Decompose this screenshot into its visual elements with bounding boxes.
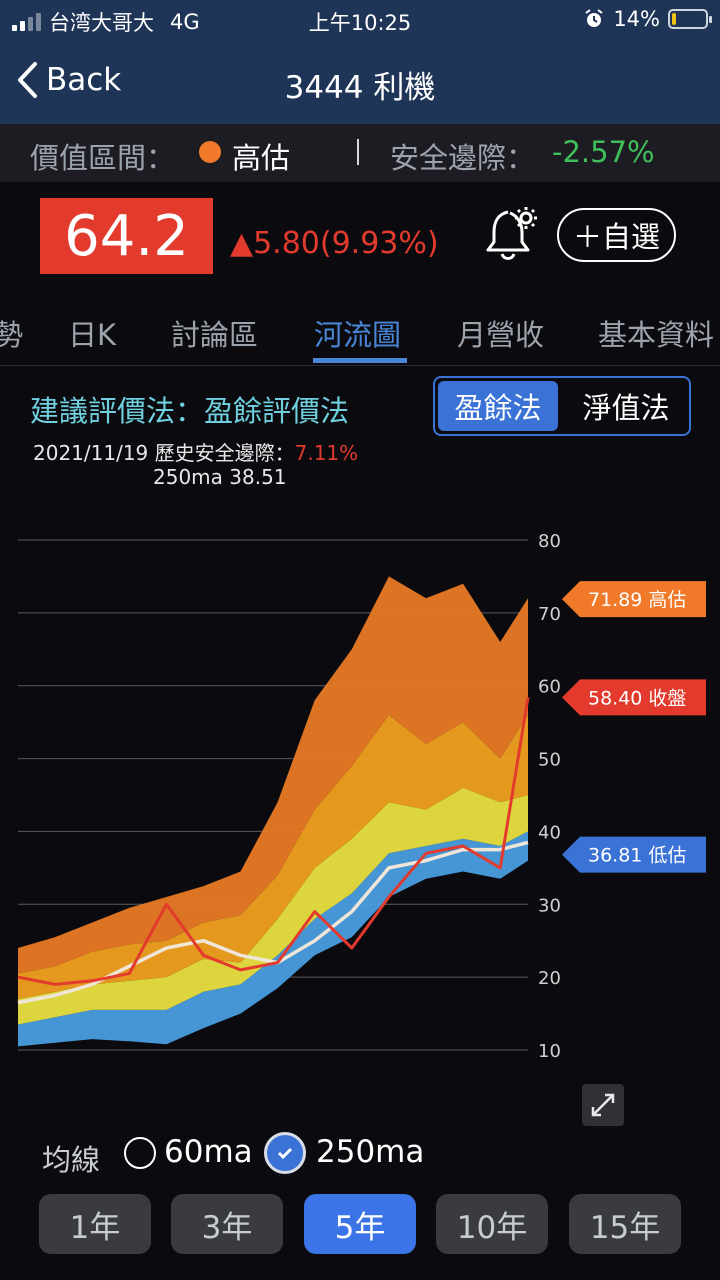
info-line: 2021/11/19 歷史安全邊際：7.11% [33,437,358,466]
tab-monthly-revenue[interactable]: 月營收 [457,318,545,352]
marker-label: 58.40 收盤 [588,687,686,709]
ma250-radio[interactable] [264,1132,306,1174]
tab-bar: 勢 日K 討論區 河流圖 月營收 基本資料 [0,294,720,366]
range-value: 高估 [232,141,291,175]
check-icon [277,1147,293,1160]
carrier-label: 台湾大哥大 [49,11,154,35]
price-change: ▲5.80(9.93%) [230,226,439,261]
ma60-radio[interactable] [124,1137,156,1169]
watch-label: ＋自選 [572,220,660,254]
price-line [17,697,530,986]
ma-label: 均線 [42,1143,101,1177]
battery-icon [668,9,712,29]
river-band [18,714,528,999]
marker-label: 71.89 高估 [588,589,686,611]
method-toggle: 盈餘法 淨值法 [433,376,691,436]
marker-label: 36.81 低估 [588,845,686,867]
info-margin-value: 7.11% [294,441,359,465]
margin-label: 安全邊際： [390,141,536,175]
nav-bar: Back 3444 利機 [0,40,720,124]
period-5y-button[interactable]: 5年 [304,1194,416,1254]
price-value: 64.2 [64,203,189,269]
tab-underline [313,358,407,363]
expand-icon [591,1093,615,1117]
method-title: 建議評價法：盈餘評價法 [30,394,350,428]
undervalued-marker [562,836,706,873]
network-label: 4G [170,10,200,34]
y-tick-label: 30 [538,895,561,916]
river-band [18,787,528,1025]
price-badge: 64.2 [40,198,213,274]
alarm-icon [585,9,603,27]
tab-daily-k[interactable]: 日K [68,318,117,352]
tab-river-chart[interactable]: 河流圖 [314,318,402,352]
period-1y-button[interactable]: 1年 [39,1194,151,1254]
battery-percent: 14% [613,7,660,31]
back-button[interactable]: Back [14,60,121,100]
y-tick-label: 80 [538,531,561,552]
y-tick-label: 10 [538,1041,561,1062]
period-selector: 1年 3年 5年 10年 15年 [0,1194,720,1256]
tab-trend[interactable]: 勢 [0,318,24,352]
range-label: 價值區間： [30,141,176,175]
y-tick-label: 20 [538,968,561,989]
y-tick-label: 70 [538,604,561,625]
period-3y-button[interactable]: 3年 [171,1194,283,1254]
info-ma: 250ma 38.51 [153,465,287,489]
chevron-left-icon [18,62,37,98]
info-date: 2021/11/19 [33,441,149,465]
y-tick-label: 40 [538,822,561,843]
close-marker [562,679,706,716]
signal-icon [12,13,41,31]
divider [357,139,359,165]
y-tick-label: 60 [538,677,561,698]
period-15y-button[interactable]: 15年 [569,1194,681,1254]
margin-value: -2.57% [552,135,655,169]
period-10y-button[interactable]: 10年 [436,1194,548,1254]
ma60-label[interactable]: 60ma [164,1134,253,1170]
ma250-label[interactable]: 250ma [316,1134,425,1170]
status-bar: 台湾大哥大 4G 上午10:25 14% [0,0,720,40]
overvalued-marker [562,581,706,618]
tab-basic-info[interactable]: 基本資料 [598,318,715,352]
y-tick-label: 50 [538,750,561,771]
valuation-row: 價值區間： 高估 安全邊際： -2.57% [0,124,720,182]
expand-button[interactable] [582,1084,624,1126]
river-band [18,576,528,974]
bell-settings-icon[interactable] [482,204,544,266]
info-margin-label: 歷史安全邊際： [154,441,295,465]
method-eps-option[interactable]: 盈餘法 [438,381,558,431]
range-dot-icon [199,141,221,163]
ma-selector: 均線 60ma 250ma [0,1130,720,1178]
add-watchlist-button[interactable]: ＋自選 [557,208,676,262]
clock: 上午10:25 [308,11,412,35]
method-nav-option[interactable]: 淨值法 [582,391,670,425]
tab-discussion[interactable]: 討論區 [171,318,259,352]
back-label: Back [46,62,122,98]
